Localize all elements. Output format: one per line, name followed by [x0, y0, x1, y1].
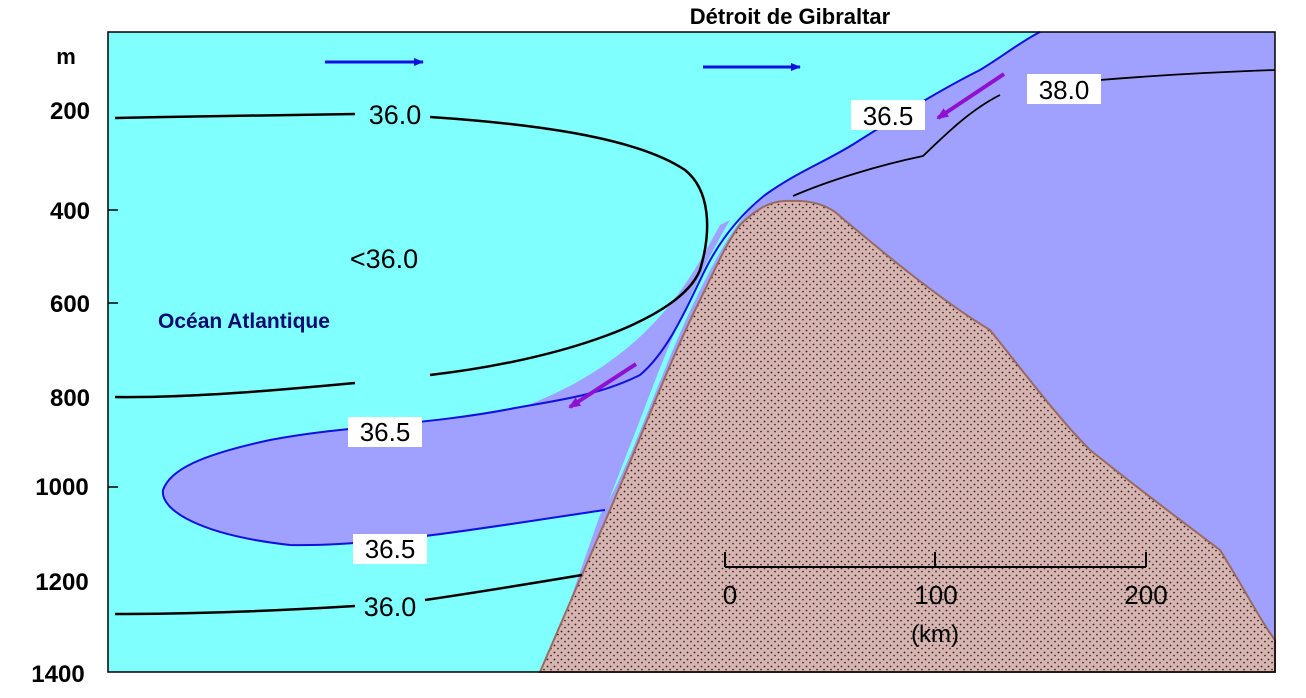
diagram-title: Détroit de Gibraltar [690, 4, 891, 29]
contour-label: 36.0 [369, 100, 422, 130]
contour-36-0-upper-loop [114, 112, 709, 399]
depth-tick-label: 400 [50, 198, 90, 225]
scale-bar-label: 100 [914, 580, 957, 610]
scale-bar-label: 0 [723, 580, 737, 610]
contour-label-box [851, 100, 925, 130]
depth-tick-label: 1200 [35, 569, 88, 596]
contour-38-0 [792, 69, 1276, 197]
contour-label: 36.5 [863, 101, 914, 131]
frame [107, 31, 1276, 673]
water-boundary-line [161, 31, 1041, 547]
seafloor-texture [538, 199, 1276, 673]
distance-scale-bar: 0 100 200 (km) [723, 552, 1168, 648]
contour-label: 38.0 [1039, 75, 1090, 105]
outflow-arrow-slope [568, 362, 638, 409]
region-label: Océan Atlantique [158, 310, 330, 333]
scale-bar-unit: (km) [911, 621, 959, 648]
contour-36-0-lower [114, 573, 583, 616]
depth-unit: m [56, 44, 76, 69]
contour-label-box [348, 417, 422, 447]
outflow-arrow-strait [936, 72, 1006, 120]
depth-tick-label: 800 [50, 385, 90, 412]
scale-bar-label: 200 [1124, 580, 1167, 610]
contour-label-box [1027, 74, 1101, 104]
depth-axis: m 200 400 600 800 1000 1200 1400 [31, 44, 118, 688]
depth-tick-label: 1000 [35, 474, 88, 501]
contour-label: 36.5 [360, 417, 411, 447]
depth-tick-label: 600 [50, 291, 90, 318]
contour-label: 36.5 [365, 534, 416, 564]
depth-tick-label: 200 [50, 98, 90, 125]
depth-tick-label: 1400 [31, 661, 84, 688]
outflow-tongue [162, 220, 730, 546]
contour-label: <36.0 [350, 244, 418, 274]
contour-label-box [353, 534, 427, 564]
contour-label: 36.0 [364, 592, 417, 622]
